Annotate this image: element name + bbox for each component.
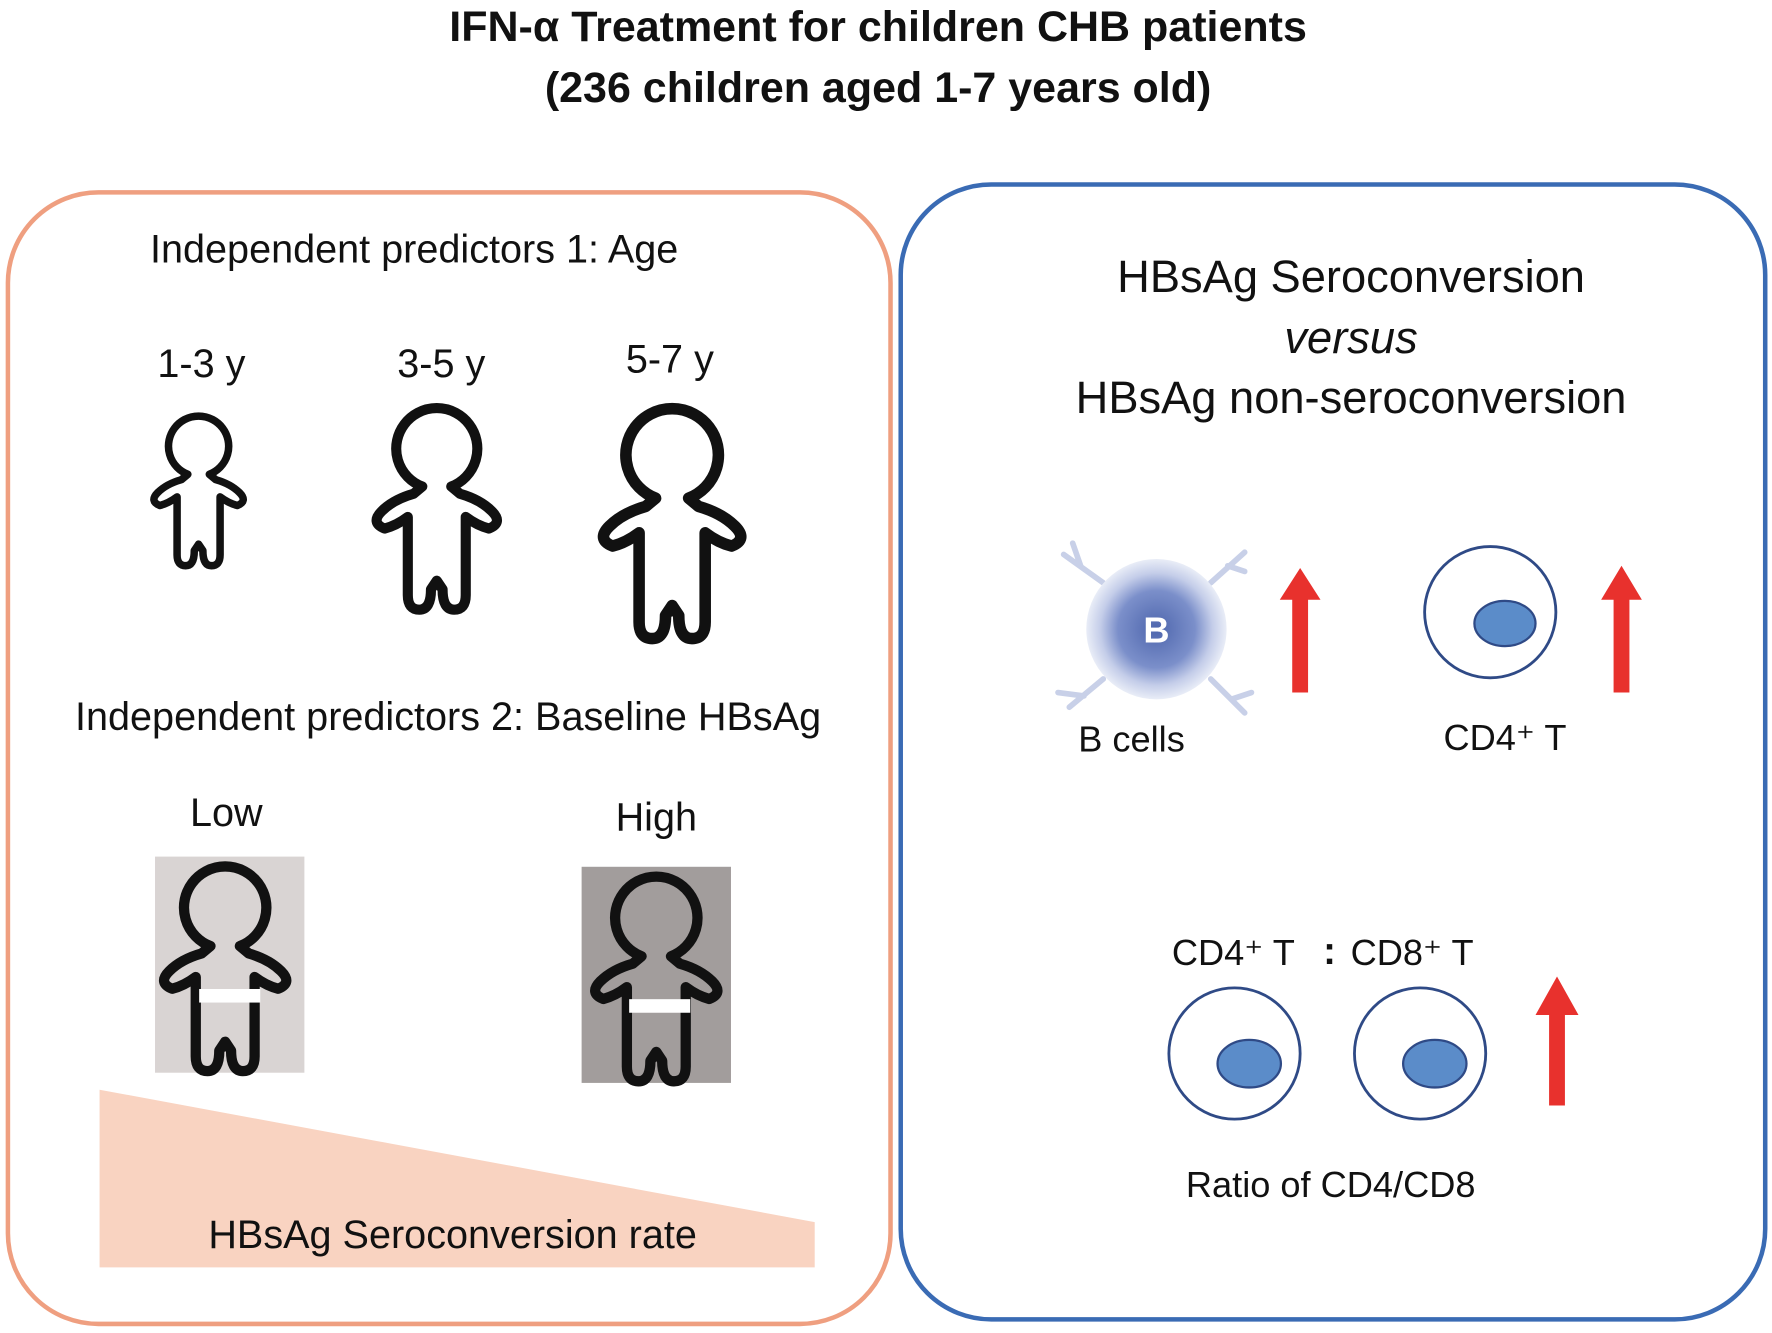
age-group: 3-5 y: [397, 342, 485, 386]
nucleus: [1401, 1038, 1468, 1089]
predictor-1: Independent predictors 1: Age: [150, 228, 678, 272]
child-icon: [377, 408, 497, 610]
band: [199, 988, 261, 1003]
child-icon: [603, 409, 740, 639]
rate-wedge: [99, 1089, 815, 1268]
predictor-2: Independent predictors 2: Baseline HBsAg: [75, 695, 821, 739]
heading: versus: [1284, 312, 1417, 363]
level: High: [616, 796, 697, 840]
b-cell-processes: [1055, 540, 1255, 716]
cell-label: B cells: [1078, 718, 1185, 759]
ratio-caption: Ratio of CD4/CD8: [1186, 1164, 1476, 1205]
heading: HBsAg Seroconversion: [1117, 251, 1585, 302]
child-icon: [154, 416, 243, 566]
up-arrow: [1279, 568, 1321, 693]
left-panel: [5, 190, 893, 1327]
title-line: IFN-α Treatment for children CHB patient…: [449, 3, 1307, 51]
ratio-cell-label: CD8⁺ T: [1351, 932, 1474, 973]
b-cell: [1086, 559, 1227, 700]
up-arrow: [1535, 976, 1579, 1106]
right-panel: [898, 182, 1768, 1322]
up-arrow: [1601, 565, 1642, 693]
nucleus: [1473, 599, 1537, 648]
age-group: 5-7 y: [626, 337, 714, 381]
outcome: HBsAg Seroconversion rate: [208, 1213, 697, 1257]
ratio-separator: :: [1323, 930, 1336, 973]
heading: HBsAg non-seroconversion: [1076, 372, 1627, 423]
level: Low: [190, 791, 263, 835]
nucleus: [1216, 1038, 1283, 1089]
b-label: B: [1143, 610, 1169, 651]
band: [629, 999, 691, 1013]
cell-label: CD4⁺ T: [1443, 717, 1566, 758]
title-line: (236 children aged 1-7 years old): [545, 64, 1212, 112]
age-group: 1-3 y: [157, 342, 245, 386]
ratio-cell-label: CD4⁺ T: [1172, 932, 1295, 973]
